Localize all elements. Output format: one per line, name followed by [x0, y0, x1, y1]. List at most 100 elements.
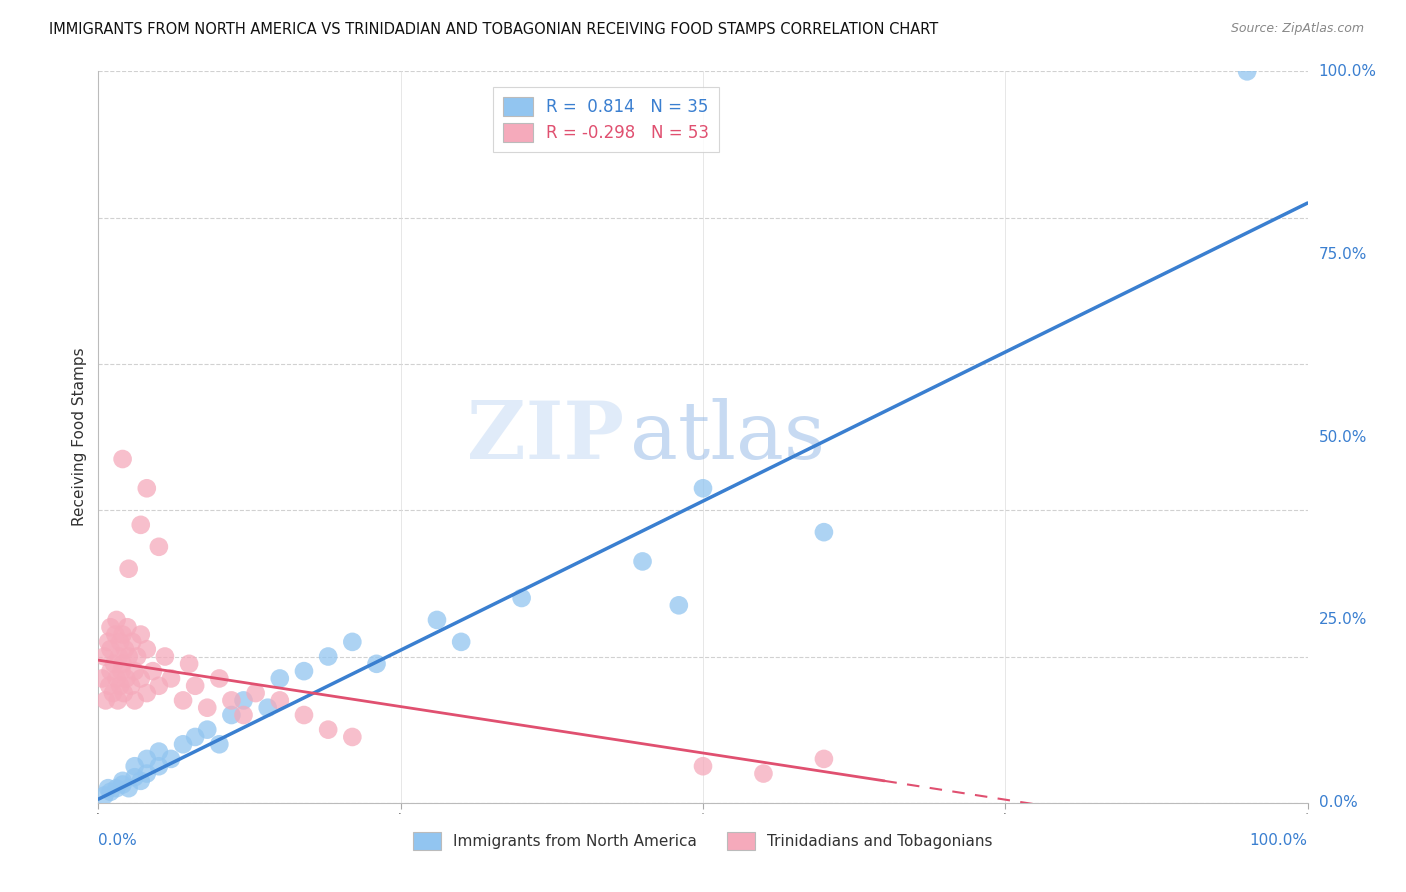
- Point: [316, 723, 339, 737]
- Point: [172, 693, 194, 707]
- Text: 50.0%: 50.0%: [1319, 430, 1367, 444]
- Point: [100, 642, 122, 657]
- Point: [101, 686, 124, 700]
- Point: [91, 672, 114, 686]
- Point: [124, 693, 146, 707]
- Text: ZIP: ZIP: [467, 398, 624, 476]
- Text: 75.0%: 75.0%: [1319, 247, 1367, 261]
- Text: 100.0%: 100.0%: [1250, 833, 1308, 848]
- Point: [135, 752, 157, 766]
- Point: [135, 481, 157, 495]
- Point: [120, 679, 142, 693]
- Point: [93, 789, 115, 803]
- Point: [366, 657, 388, 671]
- Point: [148, 679, 170, 693]
- Point: [426, 613, 449, 627]
- Point: [127, 649, 149, 664]
- Point: [148, 745, 170, 759]
- Point: [148, 759, 170, 773]
- Point: [160, 752, 183, 766]
- Point: [105, 781, 128, 796]
- Point: [129, 517, 152, 532]
- Point: [208, 672, 231, 686]
- Point: [108, 649, 131, 664]
- Y-axis label: Receiving Food Stamps: Receiving Food Stamps: [72, 348, 87, 526]
- Point: [108, 635, 131, 649]
- Point: [135, 766, 157, 780]
- Point: [232, 708, 254, 723]
- Point: [668, 599, 690, 613]
- Text: 100.0%: 100.0%: [1319, 64, 1376, 78]
- Point: [118, 562, 141, 576]
- Point: [115, 672, 138, 686]
- Point: [692, 481, 714, 495]
- Point: [111, 657, 134, 671]
- Point: [184, 730, 207, 744]
- Point: [97, 635, 120, 649]
- Point: [100, 620, 122, 634]
- Point: [135, 686, 157, 700]
- Point: [111, 627, 134, 641]
- Point: [111, 452, 134, 467]
- Point: [118, 781, 141, 796]
- Point: [100, 785, 122, 799]
- Point: [316, 649, 339, 664]
- Text: atlas: atlas: [630, 398, 825, 476]
- Point: [752, 766, 775, 780]
- Point: [813, 525, 835, 540]
- Point: [105, 672, 128, 686]
- Point: [269, 672, 291, 686]
- Point: [105, 613, 128, 627]
- Point: [103, 657, 125, 671]
- Point: [292, 708, 315, 723]
- Point: [124, 664, 146, 678]
- Point: [129, 672, 152, 686]
- Point: [98, 679, 121, 693]
- Point: [510, 591, 533, 605]
- Point: [118, 649, 141, 664]
- Point: [148, 540, 170, 554]
- Point: [232, 693, 254, 707]
- Point: [111, 773, 134, 788]
- Point: [179, 657, 201, 671]
- Point: [256, 700, 278, 714]
- Point: [114, 642, 136, 657]
- Point: [221, 693, 243, 707]
- Point: [129, 627, 152, 641]
- Text: Source: ZipAtlas.com: Source: ZipAtlas.com: [1230, 22, 1364, 36]
- Text: 0.0%: 0.0%: [1319, 796, 1357, 810]
- Point: [100, 664, 122, 678]
- Point: [110, 664, 132, 678]
- Point: [342, 635, 364, 649]
- Point: [450, 635, 472, 649]
- Point: [172, 737, 194, 751]
- Point: [160, 672, 183, 686]
- Point: [107, 693, 129, 707]
- Point: [124, 770, 146, 784]
- Point: [245, 686, 267, 700]
- Point: [269, 693, 291, 707]
- Point: [342, 730, 364, 744]
- Point: [111, 778, 134, 792]
- Point: [195, 723, 218, 737]
- Point: [104, 627, 127, 641]
- Point: [112, 686, 135, 700]
- Point: [94, 693, 117, 707]
- Point: [184, 679, 207, 693]
- Point: [153, 649, 176, 664]
- Point: [813, 752, 835, 766]
- Point: [97, 781, 120, 796]
- Point: [692, 759, 714, 773]
- Point: [93, 649, 115, 664]
- Point: [292, 664, 315, 678]
- Point: [124, 759, 146, 773]
- Text: 25.0%: 25.0%: [1319, 613, 1367, 627]
- Point: [129, 773, 152, 788]
- Text: IMMIGRANTS FROM NORTH AMERICA VS TRINIDADIAN AND TOBAGONIAN RECEIVING FOOD STAMP: IMMIGRANTS FROM NORTH AMERICA VS TRINIDA…: [49, 22, 938, 37]
- Point: [208, 737, 231, 751]
- Point: [1236, 64, 1258, 78]
- Point: [117, 620, 139, 634]
- Text: 0.0%: 0.0%: [98, 833, 138, 848]
- Legend: Immigrants from North America, Trinidadians and Tobagonians: Immigrants from North America, Trinidadi…: [406, 824, 1000, 857]
- Point: [631, 554, 654, 568]
